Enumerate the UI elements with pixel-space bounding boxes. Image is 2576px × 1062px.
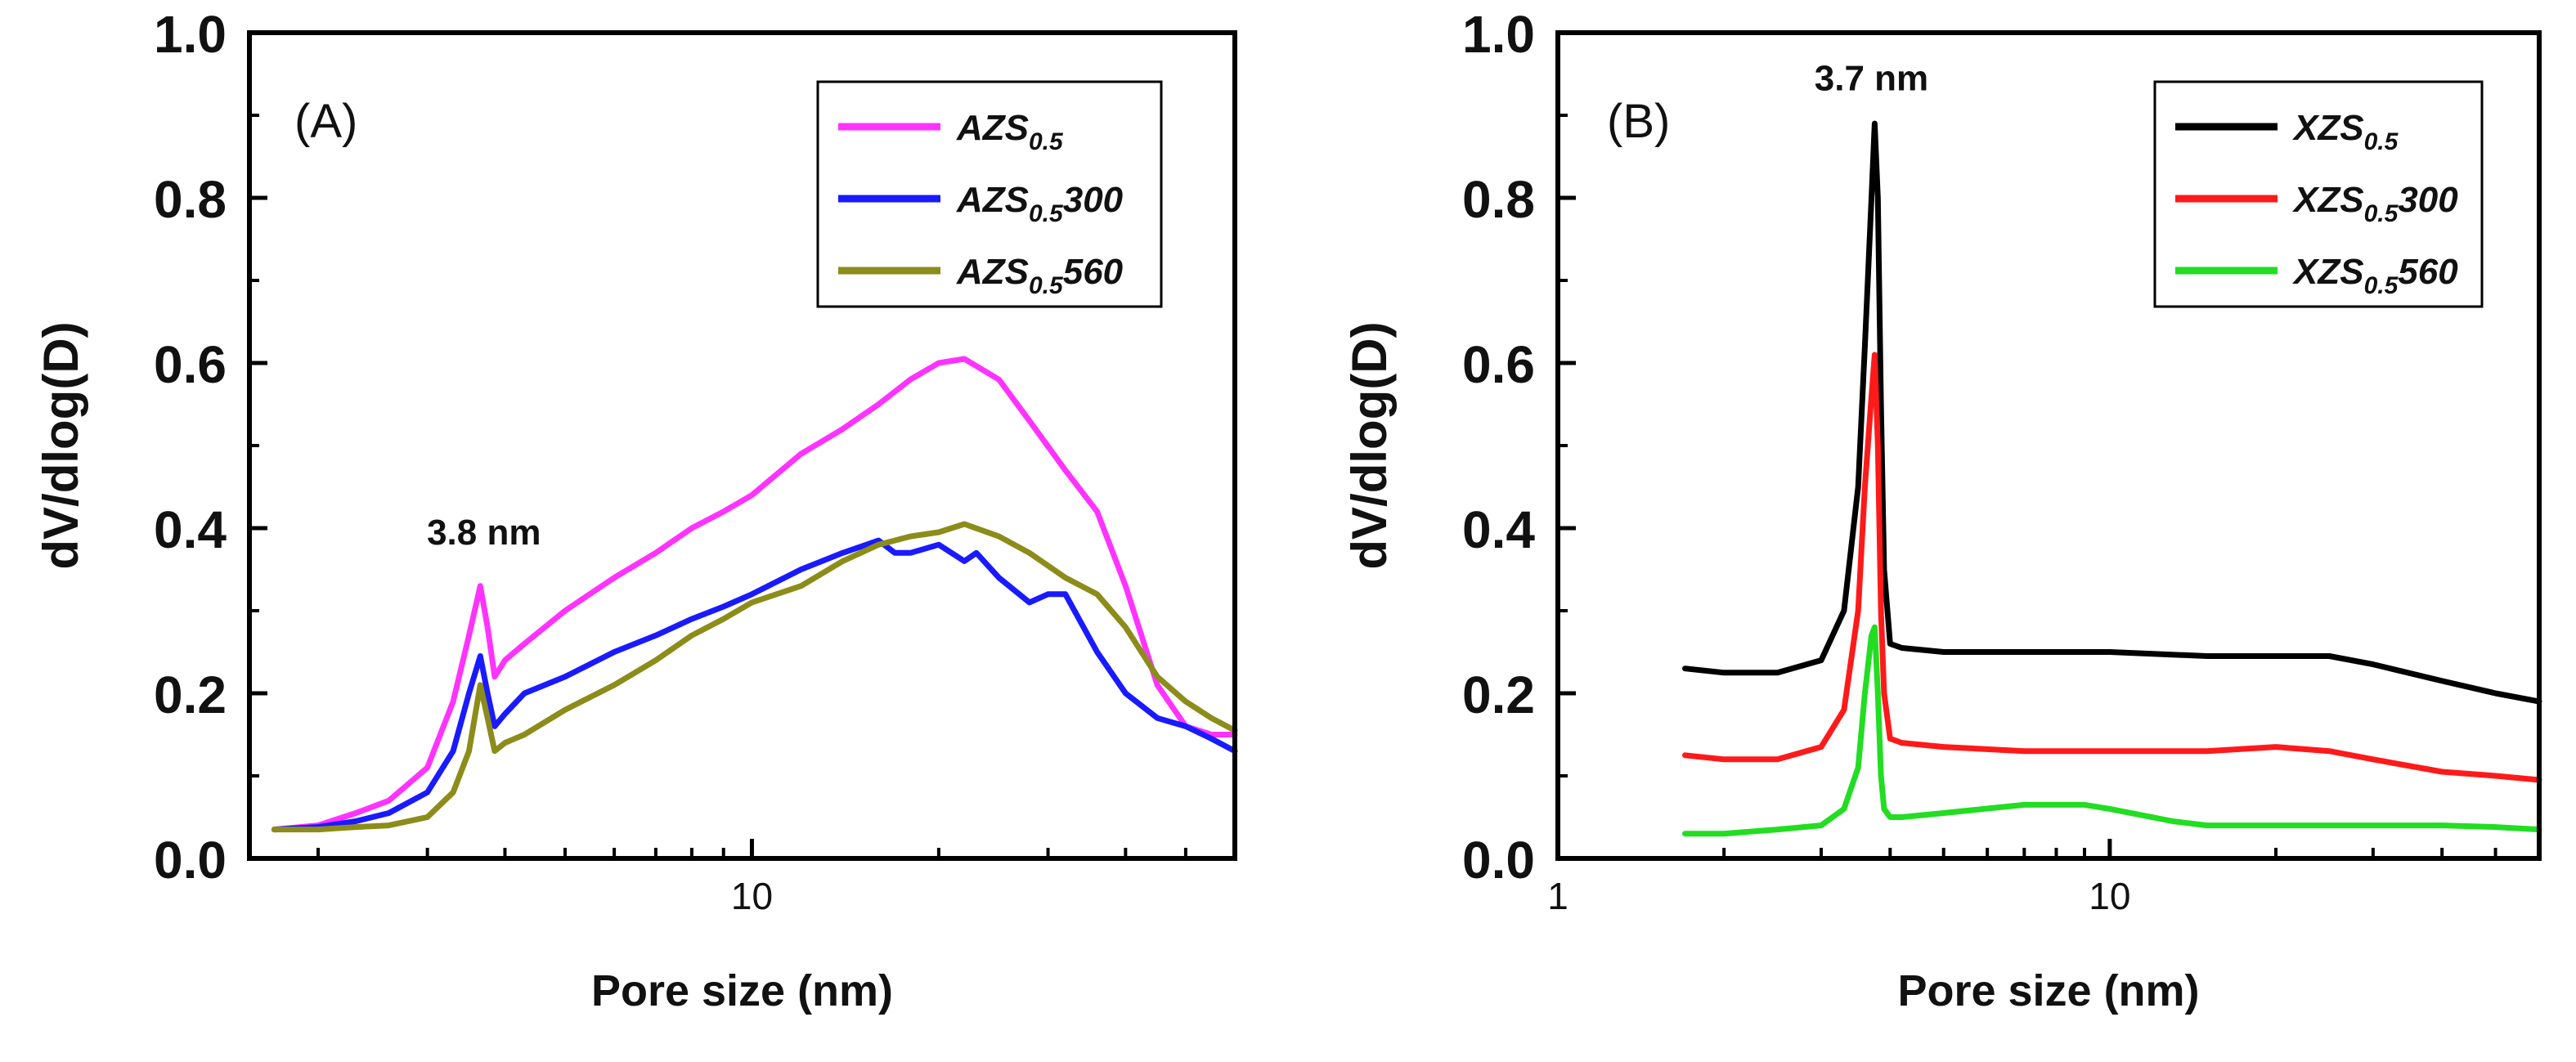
x-tick-label: 10 bbox=[2089, 875, 2130, 917]
y-tick-label: 0.8 bbox=[1462, 170, 1535, 229]
legend-label-name: AZS bbox=[956, 180, 1029, 220]
y-axis-title: dV/dlog(D) bbox=[1342, 321, 1397, 569]
x-axis-title: Pore size (nm) bbox=[591, 966, 893, 1015]
legend-label-suffix: 560 bbox=[1063, 252, 1124, 292]
panel-label: (A) bbox=[294, 95, 357, 148]
series-line-1 bbox=[271, 356, 1238, 833]
y-tick-label: 0.6 bbox=[154, 335, 227, 394]
legend-label-name: AZS bbox=[956, 252, 1029, 292]
chart-panel-a: 0.0 0.2 0.4 0.6 0.8 1.0 10 Pore size (nm) dV/dlo… bbox=[34, 5, 1238, 1015]
legend-label-subscript: 0.5 bbox=[1029, 128, 1064, 155]
peak-annotation: 3.8 nm bbox=[427, 513, 541, 553]
legend-label-subscript: 0.5 bbox=[1029, 200, 1064, 227]
legend-label-name: XZS bbox=[2291, 180, 2364, 220]
legend-label-name: XZS bbox=[2291, 252, 2364, 292]
legend-label-suffix: 560 bbox=[2398, 252, 2458, 292]
x-tick-label: 1 bbox=[1547, 875, 1568, 917]
y-tick-label: 0.4 bbox=[154, 500, 227, 559]
y-tick-label: 0.6 bbox=[1462, 335, 1535, 394]
legend-label-subscript: 0.5 bbox=[2364, 200, 2399, 227]
x-tick-label: 10 bbox=[731, 875, 773, 917]
legend-label-name: AZS bbox=[956, 108, 1029, 148]
y-tick-label: 1.0 bbox=[1462, 5, 1535, 64]
series-line-2 bbox=[271, 537, 1238, 833]
legend-label-3: AZS0.5560 bbox=[956, 252, 1124, 299]
y-tick-label: 1.0 bbox=[154, 5, 227, 64]
series-line-2 bbox=[1682, 352, 2542, 783]
chart-panels: 0.0 0.2 0.4 0.6 0.8 1.0 10 Pore size (nm) dV/dlo… bbox=[34, 5, 2542, 1015]
legend-label-2: AZS0.5300 bbox=[956, 180, 1124, 227]
legend-label-subscript: 0.5 bbox=[2364, 272, 2399, 299]
legend-label-1: XZS0.5 bbox=[2291, 108, 2399, 155]
y-tick-label: 0.2 bbox=[1462, 665, 1535, 724]
series-line-3 bbox=[1682, 624, 2542, 837]
legend-label-subscript: 0.5 bbox=[2364, 128, 2399, 155]
legend-label-3: XZS0.5560 bbox=[2291, 252, 2458, 299]
y-axis-title: dV/dlog(D) bbox=[34, 321, 88, 569]
legend-label-name: XZS bbox=[2291, 108, 2364, 148]
legend-label-1: AZS0.5 bbox=[956, 108, 1064, 155]
y-tick-label: 0.0 bbox=[154, 831, 227, 889]
legend-label-subscript: 0.5 bbox=[1029, 272, 1064, 299]
panel-label: (B) bbox=[1607, 95, 1670, 148]
legend-label-suffix: 300 bbox=[2398, 180, 2458, 220]
y-tick-label: 0.8 bbox=[154, 170, 227, 229]
legend-label-suffix: 300 bbox=[1063, 180, 1124, 220]
series-line-1 bbox=[1682, 120, 2542, 705]
x-axis-title: Pore size (nm) bbox=[1897, 966, 2199, 1015]
y-tick-label: 0.0 bbox=[1462, 831, 1535, 889]
series-line-3 bbox=[271, 521, 1238, 833]
y-tick-label: 0.4 bbox=[1462, 500, 1535, 559]
chart-panel-b: 0.0 0.2 0.4 0.6 0.8 1.0 1 10 Pore size (nm) dV/dl… bbox=[1342, 5, 2542, 1015]
y-tick-label: 0.2 bbox=[154, 665, 227, 724]
peak-annotation: 3.7 nm bbox=[1815, 59, 1928, 99]
legend-label-2: XZS0.5300 bbox=[2291, 180, 2458, 227]
